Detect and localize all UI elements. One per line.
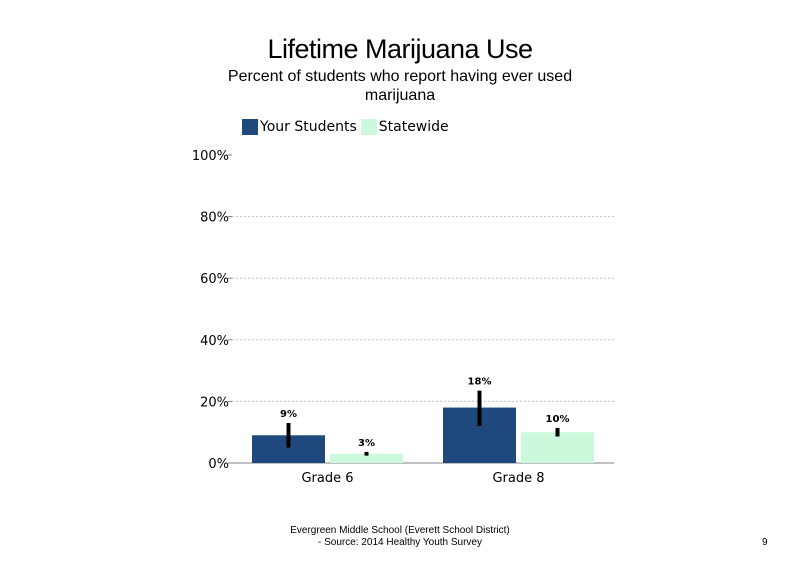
data-label: 9%: [280, 409, 297, 420]
data-label: 10%: [546, 414, 570, 425]
legend: Your Students Statewide: [242, 118, 453, 136]
legend-swatch-your-students: [242, 119, 258, 135]
bar: [330, 453, 403, 463]
legend-swatch-statewide: [360, 119, 377, 135]
y-tick-label: 80%: [200, 211, 229, 226]
legend-label-statewide: Statewide: [378, 119, 449, 135]
x-tick-label: Grade 8: [492, 471, 544, 486]
legend-label-your-students: Your Students: [260, 119, 357, 135]
footer-source: - Source: 2014 Healthy Youth Survey: [318, 537, 482, 548]
data-label: 18%: [468, 377, 492, 388]
chart-subtitle: Percent of students who report having ev…: [227, 68, 573, 104]
footer: Evergreen Middle School (Everett School …: [200, 525, 600, 549]
legend-item-your-students: Your Students: [242, 119, 357, 135]
y-tick-label: 40%: [200, 334, 229, 349]
page-number: 9: [762, 537, 768, 548]
y-tick-label: 100%: [192, 149, 229, 164]
footer-school: Evergreen Middle School (Everett School …: [290, 525, 510, 536]
bar: [521, 432, 594, 463]
chart-title: Lifetime Marijuana Use: [267, 34, 533, 64]
y-tick-label: 0%: [208, 457, 229, 472]
y-tick-label: 60%: [200, 272, 229, 287]
data-label: 3%: [358, 438, 375, 449]
y-tick-label: 20%: [200, 395, 229, 410]
legend-item-statewide: Statewide: [360, 119, 449, 135]
x-tick-label: Grade 6: [301, 471, 353, 486]
